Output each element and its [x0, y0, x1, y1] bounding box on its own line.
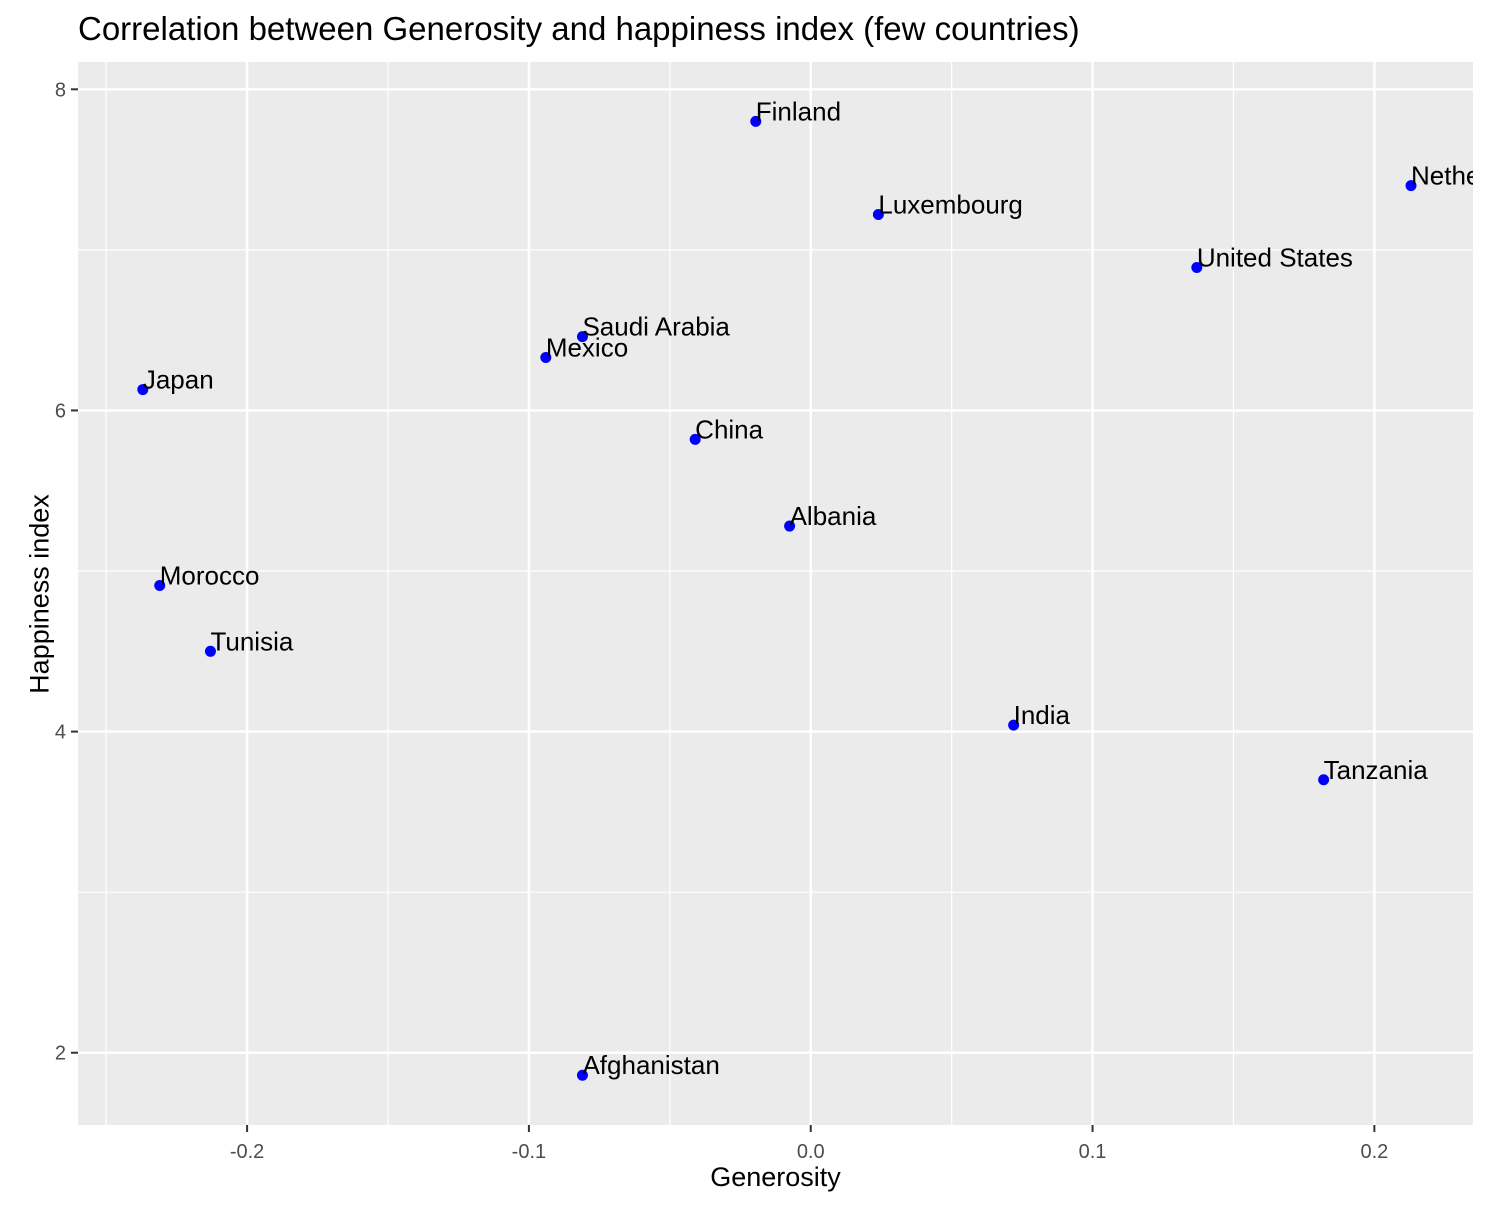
- point-label: Afghanistan: [582, 1050, 719, 1080]
- point-label: Saudi Arabia: [582, 312, 730, 342]
- chart-title: Correlation between Generosity and happi…: [78, 10, 1080, 47]
- data-point: [204, 645, 216, 657]
- point-label: India: [1014, 700, 1071, 730]
- x-axis-label: Generosity: [710, 1162, 841, 1192]
- axis-ticks: -0.2 -0.1 0.0 0.1 0.2 2 4 6 8: [55, 79, 1388, 1163]
- point-label: United States: [1197, 243, 1353, 273]
- point-label: Mexico: [546, 332, 628, 362]
- minor-grid: [78, 62, 1473, 1125]
- data-point: [1008, 719, 1020, 731]
- data-point: [784, 520, 796, 532]
- data-point: [689, 433, 701, 445]
- x-tick-label: 0.2: [1360, 1141, 1388, 1163]
- y-tick-label: 4: [55, 722, 66, 744]
- data-point: [154, 579, 166, 591]
- x-tick-label: -0.2: [230, 1141, 264, 1163]
- data-point: [1405, 180, 1417, 192]
- plot-panel: [78, 62, 1473, 1125]
- point-label: Morocco: [160, 560, 260, 590]
- point-label: Tanzania: [1324, 755, 1429, 785]
- point-label: Albania: [790, 501, 877, 531]
- x-tick-label: 0.0: [797, 1141, 825, 1163]
- y-tick-label: 6: [55, 400, 66, 422]
- point-label: China: [695, 414, 763, 444]
- y-tick-label: 2: [55, 1043, 66, 1065]
- data-point: [137, 384, 149, 396]
- x-tick-label: -0.1: [512, 1141, 546, 1163]
- data-point: [1191, 262, 1203, 274]
- data-point: [576, 1069, 588, 1081]
- data-point: [540, 351, 552, 363]
- data-point: [576, 331, 588, 343]
- data-point: [1318, 774, 1330, 786]
- point-label: Finland: [756, 96, 841, 126]
- x-tick-label: 0.1: [1079, 1141, 1107, 1163]
- major-grid: [78, 62, 1473, 1125]
- data-point: [750, 115, 762, 127]
- data-point: [872, 209, 884, 221]
- y-axis-label: Happiness index: [24, 494, 55, 694]
- point-label: Tunisia: [210, 626, 293, 656]
- y-tick-label: 8: [55, 79, 66, 101]
- point-label: Japan: [143, 365, 214, 395]
- point-label: Luxembourg: [878, 190, 1023, 220]
- point-label: Netherlands: [1411, 161, 1488, 191]
- data-points: Finland Netherlands Luxembourg United State…: [137, 96, 1488, 1081]
